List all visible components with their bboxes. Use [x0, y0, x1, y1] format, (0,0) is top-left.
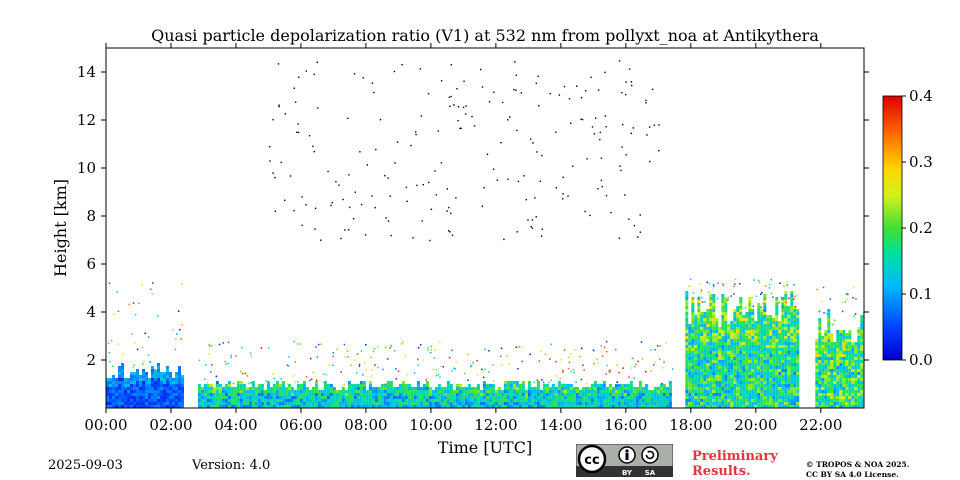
- x-tick-label-0: 00:00: [84, 416, 127, 434]
- plot-frame: [105, 47, 865, 409]
- by-label: BY: [622, 469, 633, 477]
- sa-label: SA: [645, 469, 656, 477]
- chart-title: Quasi particle depolarization ratio (V1)…: [151, 26, 819, 45]
- cc-icon: [577, 444, 607, 474]
- preliminary-line-1: Preliminary: [692, 449, 778, 464]
- preliminary-notice: Preliminary Results.: [692, 449, 778, 479]
- x-tick-label-4: 08:00: [344, 416, 387, 434]
- y-tick-label-2: 6: [86, 255, 96, 273]
- x-tick-label-1: 02:00: [149, 416, 192, 434]
- cc-by-sa-license-badge[interactable]: cc BY SA: [576, 444, 673, 477]
- x-tick-label-11: 22:00: [799, 416, 842, 434]
- data-segment-2: [685, 278, 800, 408]
- x-tick-label-8: 16:00: [604, 416, 647, 434]
- x-tick-label-2: 04:00: [214, 416, 257, 434]
- x-tick-label-9: 18:00: [669, 416, 712, 434]
- copyright-notice: © TROPOS & NOA 2025. CC BY SA 4.0 Licens…: [806, 460, 909, 480]
- data-segment-3: [815, 286, 864, 408]
- data-segment-0: [106, 282, 184, 408]
- y-tick-label-6: 14: [77, 63, 96, 81]
- colorbar-tick-label-0: 0.0: [909, 351, 933, 369]
- heatmap-data: [106, 60, 864, 408]
- upper-speckle: [269, 60, 660, 242]
- y-axis-label: Height [km]: [51, 179, 70, 277]
- copyright-line-1: © TROPOS & NOA 2025.: [806, 460, 910, 469]
- colorbar-tick-label-2: 0.2: [909, 219, 933, 237]
- x-tick-label-6: 12:00: [474, 416, 517, 434]
- sa-icon: [641, 446, 659, 464]
- colorbar-tick-label-1: 0.1: [909, 285, 933, 303]
- copyright-line-2: CC BY SA 4.0 License.: [806, 470, 899, 479]
- y-tick-label-4: 10: [77, 159, 96, 177]
- x-tick-label-10: 20:00: [734, 416, 777, 434]
- version-label: Version: 4.0: [192, 458, 271, 473]
- x-tick-label-7: 14:00: [539, 416, 582, 434]
- svg-text:cc: cc: [584, 453, 599, 468]
- y-tick-label-0: 2: [86, 351, 96, 369]
- colorbar-ticks: 0.0 0.1 0.2 0.3 0.4: [902, 87, 933, 369]
- preliminary-line-2: Results.: [692, 464, 751, 479]
- colorbar-tick-label-4: 0.4: [909, 87, 933, 105]
- y-tick-label-1: 4: [86, 303, 96, 321]
- x-axis-label: Time [UTC]: [438, 438, 532, 457]
- y-tick-label-3: 8: [86, 207, 96, 225]
- y-tick-label-5: 12: [77, 111, 96, 129]
- data-segment-1: [197, 340, 674, 408]
- axes: 00:00 02:00 04:00 06:00 08:00 10:00 12:00 14:00…: [77, 43, 869, 434]
- x-tick-label-3: 06:00: [279, 416, 322, 434]
- colorbar-tick-label-3: 0.3: [909, 153, 933, 171]
- x-tick-label-5: 10:00: [409, 416, 452, 434]
- date-label: 2025-09-03: [48, 458, 123, 473]
- colorbar: [882, 95, 903, 361]
